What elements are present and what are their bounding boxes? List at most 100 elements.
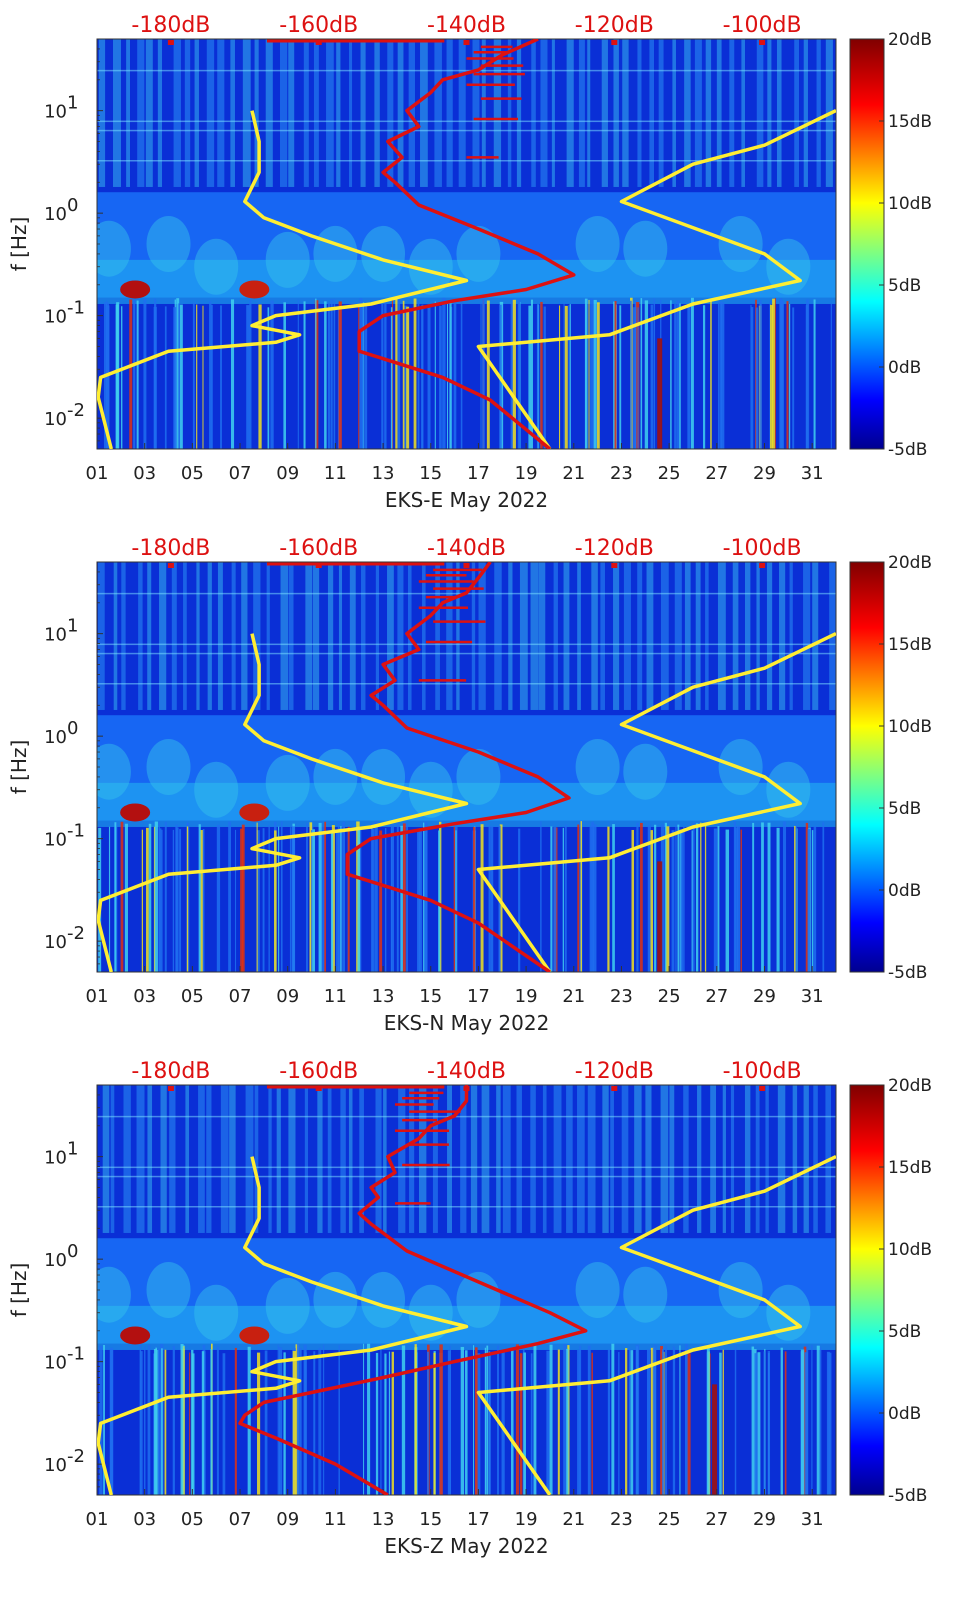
diurnal-patch bbox=[408, 238, 453, 295]
lf-streak bbox=[706, 1346, 710, 1495]
x-tick-label: 03 bbox=[133, 1509, 156, 1530]
colorbar-tick-label: 10dB bbox=[888, 194, 932, 214]
lf-streak bbox=[692, 822, 695, 972]
hf-stripe bbox=[481, 1085, 490, 1233]
lf-streak bbox=[519, 1353, 523, 1495]
y-tick-label: 10 bbox=[44, 204, 67, 225]
energy-burst bbox=[120, 280, 151, 299]
lf-streak bbox=[164, 822, 167, 972]
hf-stripe bbox=[230, 39, 235, 187]
spectrogram-image bbox=[97, 39, 836, 449]
hf-stripe bbox=[553, 562, 558, 710]
lf-streak bbox=[108, 826, 111, 972]
lf-streak bbox=[782, 821, 787, 972]
lf-streak bbox=[460, 1346, 465, 1495]
top-db-tick bbox=[463, 563, 470, 568]
lf-streak bbox=[628, 1348, 631, 1495]
lf-streak bbox=[767, 822, 771, 972]
lf-streak bbox=[788, 304, 791, 449]
lf-streak bbox=[637, 307, 639, 449]
hf-stripe bbox=[268, 1085, 272, 1233]
lf-streak bbox=[347, 826, 350, 972]
lf-streak bbox=[671, 830, 675, 972]
lf-streak bbox=[449, 302, 452, 449]
hf-stripe bbox=[765, 1085, 769, 1233]
hf-stripe bbox=[159, 562, 167, 710]
colorbar-tick-label: 15dB bbox=[888, 1158, 932, 1178]
hf-stripe bbox=[730, 1085, 735, 1233]
y-tick-exponent: 0 bbox=[67, 195, 78, 216]
hf-stripe bbox=[538, 562, 546, 710]
lf-streak bbox=[338, 301, 342, 449]
hf-stripe bbox=[789, 562, 793, 710]
lf-streak bbox=[794, 825, 796, 972]
hf-stripe bbox=[577, 1085, 585, 1233]
median-psd-line bbox=[345, 562, 571, 972]
x-tick-label: 05 bbox=[181, 986, 204, 1007]
lf-streak bbox=[589, 825, 592, 972]
lf-streak bbox=[625, 1348, 628, 1495]
lf-streak bbox=[418, 828, 422, 972]
hf-stripe bbox=[336, 39, 341, 187]
hf-stripe bbox=[147, 562, 152, 710]
hf-stripe bbox=[288, 39, 295, 187]
colorbar-tick-label: 10dB bbox=[888, 717, 932, 737]
lf-streak bbox=[577, 824, 580, 972]
lf-streak bbox=[375, 1352, 379, 1495]
lf-streak bbox=[550, 826, 553, 972]
hf-stripe bbox=[419, 1085, 427, 1233]
x-tick-label: 27 bbox=[705, 986, 728, 1007]
x-tick-label: 17 bbox=[467, 463, 490, 484]
lf-streak bbox=[176, 827, 179, 972]
lf-streak bbox=[246, 305, 250, 449]
lf-streak bbox=[679, 1345, 681, 1495]
hf-stripe bbox=[756, 562, 760, 710]
hf-stripe bbox=[349, 562, 356, 710]
lf-streak bbox=[210, 1349, 213, 1495]
hf-stripe bbox=[458, 39, 466, 187]
lf-streak bbox=[485, 1350, 487, 1495]
top-db-tick bbox=[463, 40, 470, 45]
lf-streak bbox=[327, 303, 330, 449]
hf-stripe bbox=[646, 562, 654, 710]
lf-streak bbox=[280, 821, 283, 972]
lf-streak bbox=[446, 301, 449, 449]
top-db-label: -180dB bbox=[131, 536, 210, 561]
y-tick-label: 10 bbox=[44, 830, 67, 851]
lf-streak bbox=[179, 829, 182, 972]
hf-stripe bbox=[420, 39, 428, 187]
hf-stripe bbox=[98, 562, 105, 710]
lf-streak bbox=[359, 297, 362, 449]
lf-streak bbox=[675, 824, 677, 972]
lf-streak bbox=[164, 1349, 167, 1495]
hf-stripe bbox=[137, 39, 145, 187]
event-streak bbox=[657, 338, 663, 449]
lf-streak bbox=[241, 824, 245, 972]
diurnal-patch bbox=[146, 216, 191, 272]
x-tick-label: 15 bbox=[419, 1509, 442, 1530]
lf-streak bbox=[734, 827, 738, 972]
y-tick-label: 10 bbox=[44, 1455, 67, 1476]
hf-stripe bbox=[446, 39, 453, 187]
lf-streak bbox=[234, 829, 237, 972]
lf-streak bbox=[358, 304, 360, 449]
top-db-tick bbox=[611, 40, 618, 45]
lf-streak bbox=[804, 1352, 808, 1495]
lf-streak bbox=[816, 1345, 820, 1495]
lf-streak bbox=[691, 830, 694, 972]
lf-streak bbox=[397, 297, 401, 449]
lf-streak bbox=[754, 1353, 758, 1495]
hf-stripe bbox=[110, 1085, 115, 1233]
hf-stripe bbox=[610, 1085, 614, 1233]
lf-streak bbox=[330, 299, 333, 449]
lf-streak bbox=[501, 1352, 505, 1495]
lf-streak bbox=[278, 826, 280, 972]
lf-streak bbox=[563, 301, 565, 449]
lf-streak bbox=[283, 302, 286, 449]
lf-streak bbox=[568, 305, 570, 449]
lf-streak bbox=[256, 822, 258, 972]
lf-streak bbox=[297, 299, 299, 449]
x-tick-label: 23 bbox=[610, 463, 633, 484]
lf-streak bbox=[453, 826, 456, 972]
x-tick-label: 31 bbox=[801, 463, 824, 484]
